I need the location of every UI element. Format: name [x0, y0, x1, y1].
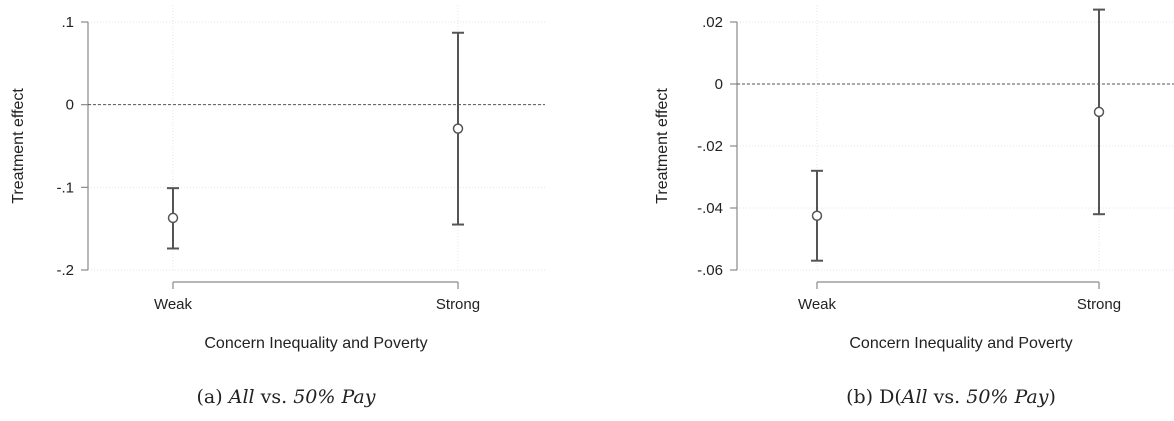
point-estimate-strong	[1093, 106, 1105, 118]
y-tick-label: -.1	[56, 179, 74, 196]
x-axis-title: Concern Inequality and Poverty	[204, 335, 427, 352]
y-tick-label: -.02	[697, 138, 723, 155]
caption-part: All	[227, 386, 255, 408]
y-tick-label: 0	[715, 76, 723, 93]
caption-part: vs.	[928, 386, 967, 408]
caption-part: (a)	[197, 386, 229, 408]
y-tick-label: -.2	[56, 262, 74, 279]
x-axis-title: Concern Inequality and Poverty	[849, 335, 1072, 352]
y-tick-label: .1	[61, 14, 74, 31]
y-axis-title: Treatment effect	[10, 88, 27, 204]
panel-a: -.2 -.1 0 .1 Weak Strong Concern Inequality an…	[10, 5, 545, 408]
y-axis-title: Treatment effect	[654, 88, 671, 204]
caption-part: vs.	[255, 386, 294, 408]
caption-part: 50% Pay	[966, 386, 1049, 408]
x-tick-label-weak: Weak	[798, 296, 837, 313]
point-estimate-strong	[452, 123, 464, 134]
y-tick-label: .02	[702, 14, 723, 31]
x-tick-label-weak: Weak	[154, 296, 193, 313]
panel-caption: (a) All vs. 50% Pay	[197, 386, 376, 408]
y-tick-label: -.04	[697, 200, 723, 217]
y-tick-label: 0	[66, 97, 74, 114]
point-estimate-weak	[811, 210, 823, 221]
x-tick-label-strong: Strong	[436, 296, 480, 313]
x-tick-label-strong: Strong	[1077, 296, 1121, 313]
caption-part: 50% Pay	[293, 386, 376, 408]
caption-part: )	[1049, 386, 1056, 408]
y-tick-label: -.06	[697, 262, 723, 279]
caption-part: All	[900, 386, 928, 408]
caption-part: (b) D(	[846, 386, 902, 408]
point-estimate-weak	[167, 212, 179, 224]
panel-b: -.06 -.04 -.02 0 .02 Weak Strong Concern Inequa…	[654, 5, 1174, 408]
panel-caption: (b) D(All vs. 50% Pay)	[846, 386, 1056, 408]
